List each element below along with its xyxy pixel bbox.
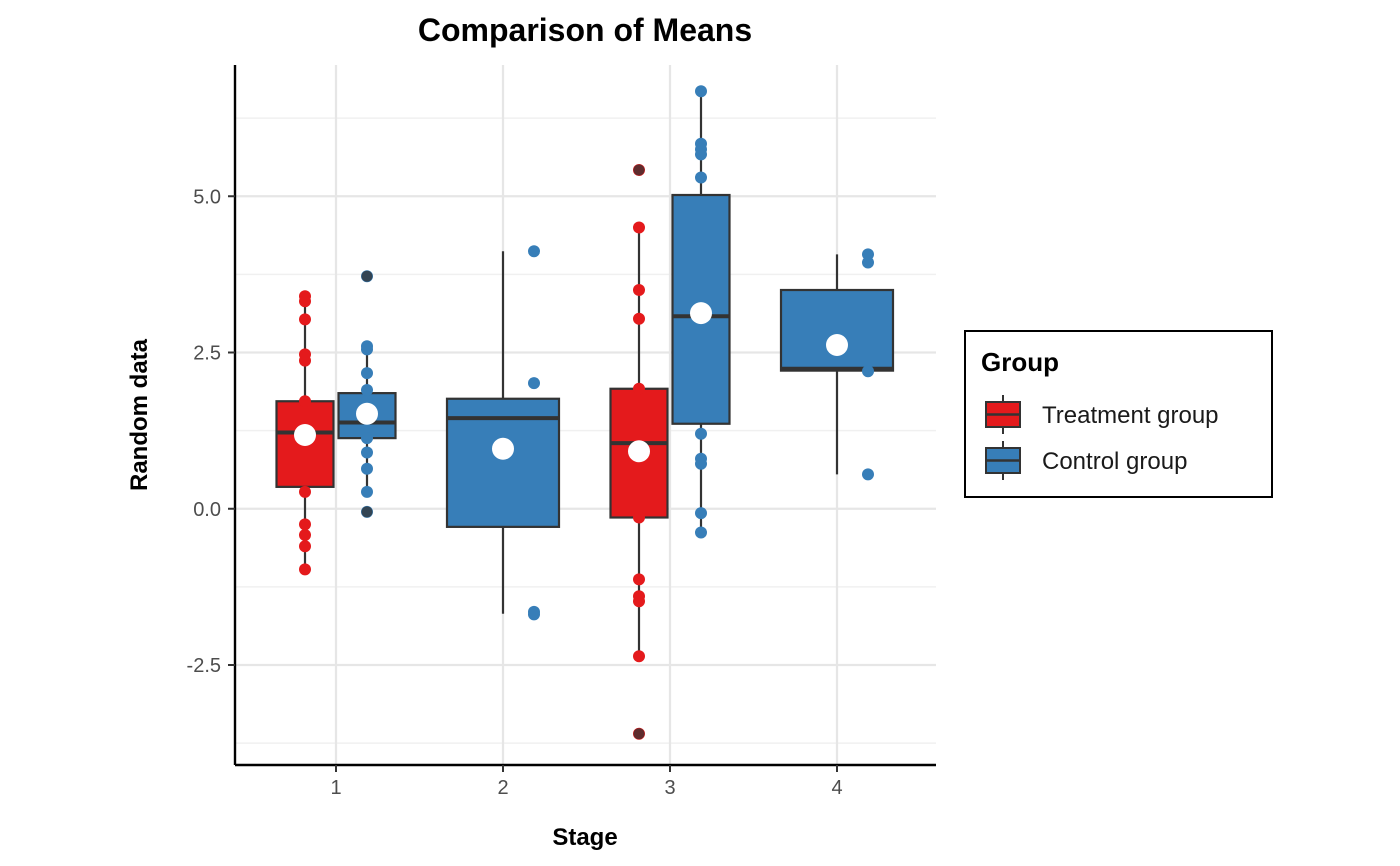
box-control-group-stage-4 [779,254,895,475]
outlier-marker [361,270,373,282]
data-point [361,462,373,475]
x-tick-label: 3 [664,777,675,799]
mean-marker [690,302,712,325]
data-point [299,485,311,498]
x-tick-label: 1 [330,777,341,799]
data-point [633,650,645,663]
data-point [695,507,707,520]
data-point [695,427,707,440]
x-tick-label: 2 [497,777,508,799]
data-point [862,256,874,269]
data-point [633,284,645,296]
data-point [695,526,707,539]
data-point [862,468,874,481]
legend-title: Group [981,347,1059,377]
data-point [299,295,311,308]
data-point [633,312,645,325]
data-point [361,384,373,396]
mean-marker [826,334,848,356]
y-tick-label: -2.5 [187,655,221,677]
x-tick-label: 4 [831,777,842,799]
data-point [299,313,311,326]
tick-labels: 5.0 2.5 0.0 -2.5 1 2 3 4 [187,186,843,799]
legend: Group Treatment group Control group [964,330,1273,498]
mean-layer [294,302,848,463]
data-point [633,595,645,608]
data-point [361,446,373,459]
box-control-group-stage-2 [445,251,561,614]
y-tick-label: 5.0 [193,186,221,208]
mean-marker [492,437,514,460]
data-point [361,485,373,498]
data-point [862,365,874,378]
mean-marker [356,402,378,425]
y-tick-label: 0.0 [193,499,221,521]
chart-title: Comparison of Means [418,12,752,48]
data-point [695,457,707,470]
data-point [633,221,645,234]
legend-label-treatment: Treatment group [1042,402,1219,429]
legend-label-control: Control group [1042,448,1187,475]
data-point [299,354,311,367]
outlier-marker [361,506,373,518]
axes [233,65,936,767]
mean-marker [628,440,650,463]
outlier-marker [633,728,645,740]
y-axis-label: Random data [126,338,153,491]
point-layer [299,85,874,740]
legend-item-treatment: Treatment group [985,395,1219,434]
legend-item-control: Control group [985,441,1187,480]
box-body [779,288,895,372]
data-point [361,432,373,445]
data-point [299,529,311,541]
outlier-marker [633,164,645,176]
data-point [695,171,707,184]
data-point [299,540,311,553]
mean-marker [294,424,316,446]
data-point [695,85,707,98]
y-tick-label: 2.5 [193,343,221,365]
data-point [633,382,645,395]
data-point [361,367,373,380]
data-point [299,563,311,576]
data-point [633,573,645,586]
data-point [299,518,311,531]
data-point [361,343,373,356]
data-point [528,245,540,258]
x-axis-label: Stage [552,824,617,851]
data-point [633,511,645,524]
data-point [299,395,311,408]
data-point [528,377,540,390]
data-point [695,148,707,161]
data-point [528,608,540,621]
